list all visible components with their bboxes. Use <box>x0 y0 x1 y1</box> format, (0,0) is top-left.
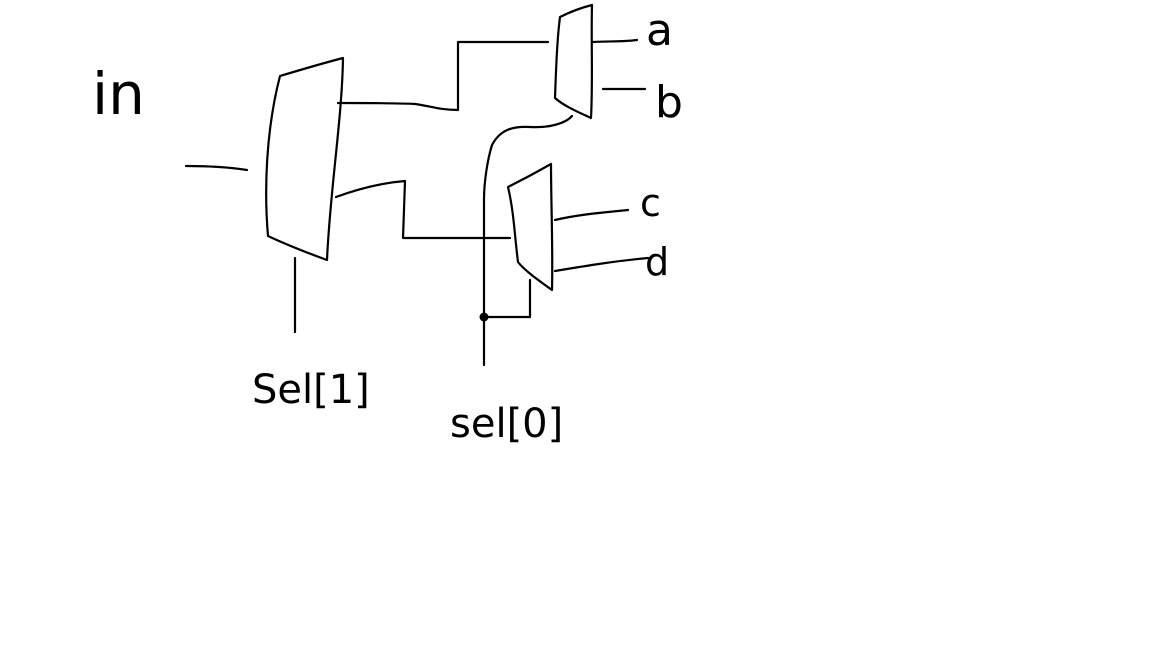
upper-demux <box>555 5 645 118</box>
sel0-main-wire <box>484 116 572 365</box>
input-label: in <box>92 60 145 128</box>
upper-branch-wire <box>338 42 548 110</box>
sel0-branch-wire <box>484 280 530 317</box>
first-stage-demux <box>186 42 548 332</box>
sel0-network <box>480 116 573 365</box>
demux1-body <box>266 58 343 260</box>
output-c-wire <box>555 210 628 220</box>
demux2-body <box>555 5 592 118</box>
output-a-label: a <box>646 5 673 56</box>
lower-demux <box>508 164 648 290</box>
output-b-label: b <box>655 77 683 128</box>
output-a-wire <box>593 40 637 42</box>
demux3-body <box>508 164 552 290</box>
sel0-junction-dot <box>480 313 489 322</box>
sel0-label: sel[0] <box>450 401 563 447</box>
output-c-label: c <box>640 181 661 225</box>
sel1-label: Sel[1] <box>252 367 370 413</box>
input-wire <box>186 166 247 170</box>
output-d-label: d <box>645 240 669 284</box>
output-d-wire <box>555 258 648 271</box>
